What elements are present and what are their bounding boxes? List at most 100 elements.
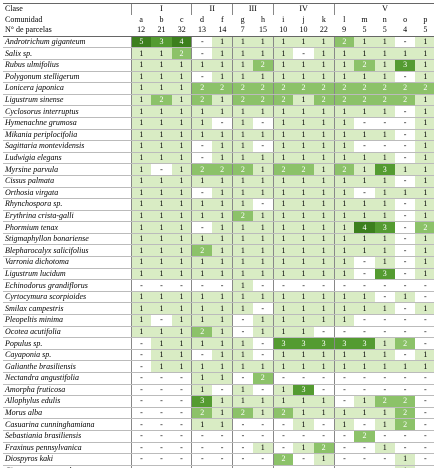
cover-value: 1	[354, 244, 375, 258]
cover-value: 1	[415, 59, 434, 72]
cover-value: 1	[374, 152, 395, 165]
cover-value: 2	[171, 47, 192, 60]
cover-value: 2	[232, 407, 253, 420]
cover-value: -	[232, 418, 253, 431]
cover-value: 1	[232, 117, 253, 130]
cover-value: 1	[252, 36, 274, 49]
cover-value: 3	[374, 163, 395, 176]
cover-value: -	[394, 326, 416, 339]
cover-value: 1	[212, 291, 233, 304]
cover-value: 1	[191, 314, 213, 327]
cover-value: 3	[394, 59, 416, 72]
cover-value: 1	[232, 129, 253, 142]
cover-value: -	[151, 372, 172, 385]
cover-value: 2	[272, 163, 294, 176]
table-row: Cyrtocymura scorpioides 1 1 1 1 1 1 1 1 1 1 1 1-1-	[3, 291, 434, 304]
cover-value: -	[354, 418, 375, 431]
cover-value: 1	[333, 418, 355, 431]
cover-value: 1	[212, 94, 233, 107]
cover-value: 3	[313, 337, 335, 350]
cover-value: 1	[212, 349, 233, 362]
cover-value: 1	[313, 360, 335, 373]
cover-value: -	[394, 384, 416, 397]
cover-value: 1	[354, 360, 375, 373]
cover-value: -	[151, 442, 172, 455]
table-row: Ligustrum lucidum 1 1 1 1 1 1 1 1 1 1 1-3-1	[3, 268, 434, 281]
cover-value: -	[415, 337, 434, 350]
cover-value: -	[293, 47, 314, 60]
cover-value: -	[394, 140, 416, 153]
cover-value: -	[394, 279, 416, 292]
table-row: Populus sp. -1 1 1 1 1-3 3 3 3 3 1 2-	[3, 337, 434, 350]
cover-value: 2	[293, 82, 314, 95]
cover-value: 1	[313, 163, 335, 176]
cover-value: 1	[354, 395, 375, 408]
class-header: I	[130, 2, 192, 15]
species-name: Myrsine parvula	[3, 163, 131, 176]
cover-value: 1	[293, 256, 314, 269]
table-row: Orthosia virgata 1 1 1-1 1 1 1 1 1 1-1 1 1	[3, 187, 434, 200]
cover-value: 1	[212, 47, 233, 60]
cover-value: -	[232, 442, 253, 455]
cover-value: 1	[252, 175, 274, 188]
cover-value: 5	[130, 36, 152, 49]
header-label: N° de parcelas	[3, 25, 131, 37]
cover-value: -	[333, 442, 355, 455]
cover-value: 2	[394, 395, 416, 408]
cover-value: 1	[333, 291, 355, 304]
community-id: h	[260, 14, 265, 24]
species-name: Rubus ulmifolius	[3, 59, 131, 72]
cover-value: 1	[374, 442, 395, 455]
cover-value: 1	[171, 105, 192, 118]
cover-value: 1	[232, 140, 253, 153]
cover-value: 1	[374, 47, 395, 60]
cover-value: -	[354, 187, 375, 200]
cover-value: -	[333, 465, 355, 468]
cover-value: 1	[313, 47, 335, 60]
cover-value: 1	[333, 349, 355, 362]
table-row: Androtrichum giganteum 5 3 4-1 1 1 1 1 1 2 1 1-1	[3, 36, 434, 49]
cover-value: -	[130, 407, 152, 420]
cover-value: 1	[415, 163, 434, 176]
cover-value: 2	[394, 407, 416, 420]
cover-value: -	[272, 279, 294, 292]
cover-value: -	[232, 453, 253, 466]
plot-count: 15	[252, 25, 274, 37]
plot-count: 7	[232, 25, 253, 37]
species-name: Ludwigia elegans	[3, 152, 131, 165]
species-table: Clase I II III IV V Comunidad a b c d f g h i j k l m n o p N°…	[3, 2, 434, 468]
cover-value: -	[151, 384, 172, 397]
cover-value: 1	[171, 314, 192, 327]
cover-value: 3	[354, 337, 375, 350]
species-name: Cyclosorus interruptus	[3, 105, 131, 118]
cover-value: 1	[171, 326, 192, 339]
cover-value: 1	[130, 152, 152, 165]
cover-value: 1	[272, 210, 294, 223]
cover-value: -	[313, 372, 335, 385]
cover-value: 1	[151, 233, 172, 246]
cover-value: 1	[313, 302, 335, 316]
cover-value: 1	[171, 221, 192, 234]
cover-value: 1	[374, 71, 395, 84]
table-row: Smilax campestris 1 1 1 1 1 1-1 1 1 1 1 1-1	[3, 302, 434, 316]
cover-value: 1	[354, 47, 375, 60]
cover-value: 1	[151, 175, 172, 188]
cover-value: 1	[151, 198, 172, 211]
cover-value: 2	[374, 395, 395, 408]
cover-value: -	[130, 453, 152, 466]
cover-value: 1	[415, 94, 434, 107]
table-row: Cinnamomum camphora-------------1-	[3, 465, 434, 468]
cover-value: -	[415, 372, 434, 385]
species-name: Diospyros kaki	[3, 453, 131, 466]
cover-value: 4	[354, 221, 375, 234]
cover-value: 1	[272, 47, 294, 60]
cover-value: 1	[252, 233, 274, 246]
cover-value: 2	[191, 326, 213, 339]
cover-value: -	[374, 453, 395, 466]
cover-value: 2	[232, 163, 253, 176]
cover-value: 1	[171, 244, 192, 258]
cover-value: 1	[415, 129, 434, 142]
cover-value: -	[415, 407, 434, 420]
cover-value: 1	[415, 256, 434, 269]
plot-count: 10	[293, 25, 314, 37]
